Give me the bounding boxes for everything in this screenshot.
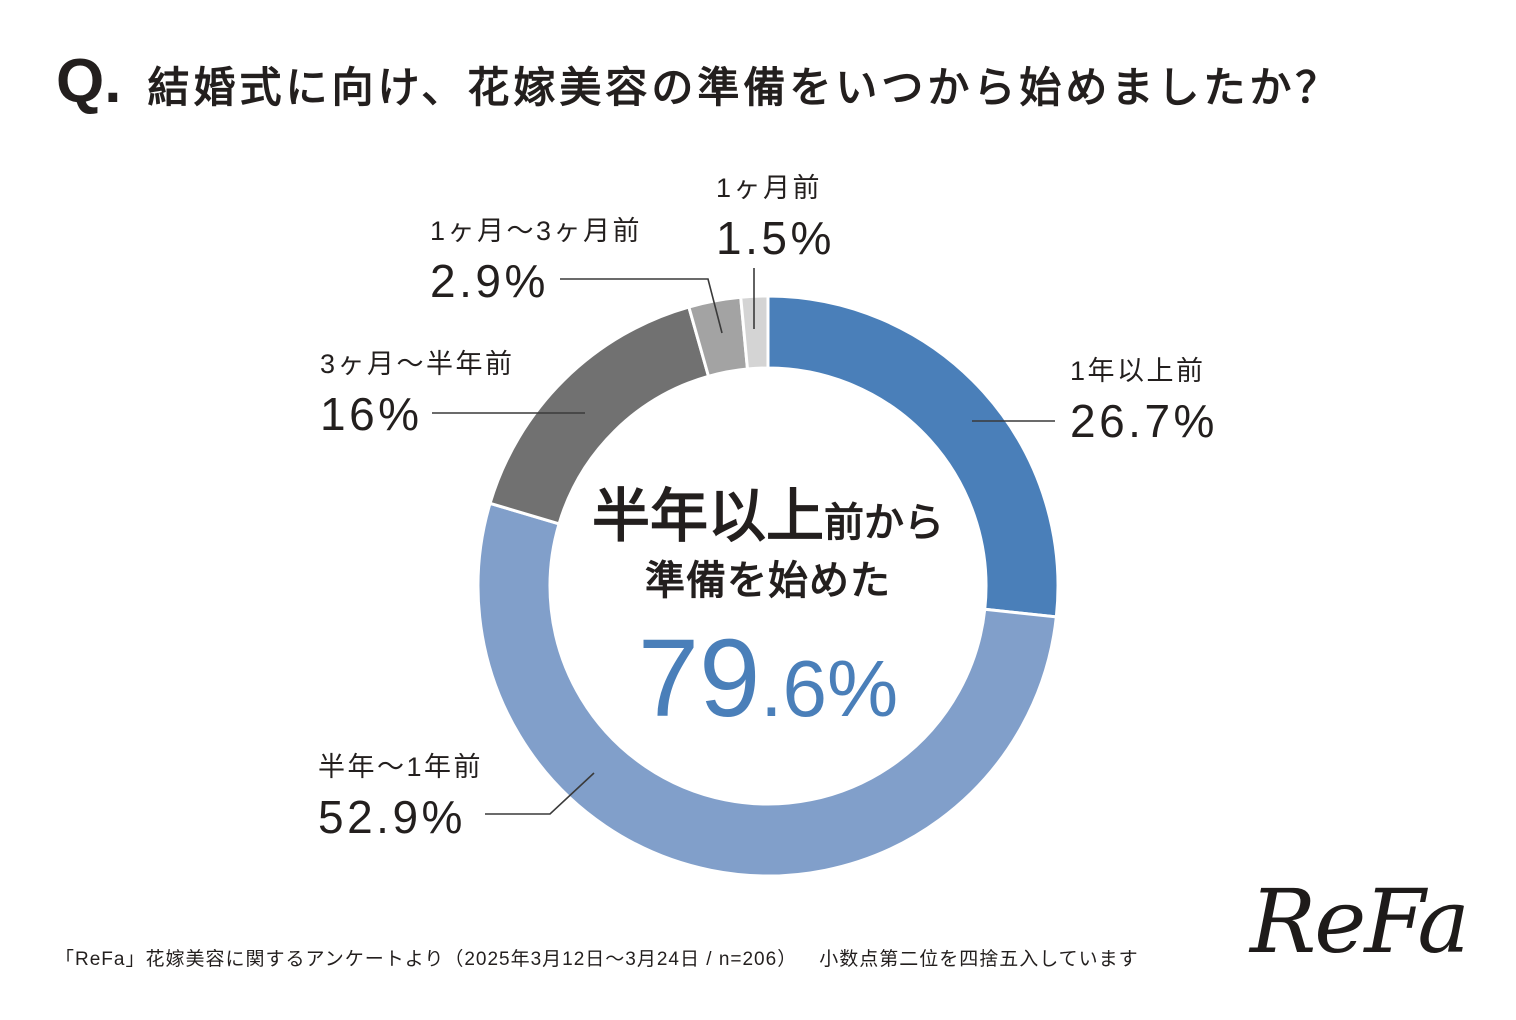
label-1-month: 1ヶ月前 1.5%: [716, 172, 835, 263]
slice-label-over-1-year: 1年以上前: [1070, 356, 1206, 386]
label-3-months-to-half-year: 3ヶ月〜半年前 16%: [320, 348, 515, 439]
slice-value-over-1-year: 26.7%: [1070, 395, 1218, 447]
slice-over-1-year: [766, 294, 1060, 619]
label-half-year-to-1-year: 半年〜1年前 52.9%: [318, 751, 483, 842]
slice-value-3-months-to-half-year: 16%: [320, 388, 423, 440]
slice-label-half-year-to-1-year: 半年〜1年前: [318, 752, 484, 782]
slice-value-1-month: 1.5%: [716, 212, 835, 264]
center-total-value-main: 79: [637, 617, 761, 740]
slice-value-1-to-3-months: 2.9%: [430, 255, 549, 307]
footer-notes: 「ReFa」花嫁美容に関するアンケートより（2025年3月12日〜3月24日 /…: [55, 947, 1139, 973]
center-total-value: 79.6%: [518, 624, 1018, 767]
label-1-to-3-months: 1ヶ月〜3ヶ月前 2.9%: [430, 215, 642, 306]
rounding-note: 小数点第二位を四捨五入しています: [819, 949, 1139, 970]
slice-1-month: [739, 294, 770, 371]
question-text: 結婚式に向け、花嫁美容の準備をいつから始めましたか？: [147, 64, 1342, 111]
slice-half-year-to-1-year: [476, 501, 1059, 878]
slice-label-1-to-3-months: 1ヶ月〜3ヶ月前: [430, 216, 643, 246]
slice-label-1-month: 1ヶ月前: [716, 173, 823, 203]
center-subline: 準備を始めた: [645, 559, 891, 603]
leader-lines: [432, 268, 1055, 815]
center-total-value-rest: .6%: [760, 644, 899, 733]
slice-label-3-months-to-half-year: 3ヶ月〜半年前: [320, 349, 515, 379]
leader-line-1-to-3-months: [560, 278, 723, 334]
refa-logo: ReFa: [1250, 870, 1470, 973]
label-over-1-year: 1年以上前 26.7%: [1070, 355, 1218, 446]
survey-source-note: 「ReFa」花嫁美容に関するアンケートより（2025年3月12日〜3月24日 /…: [55, 949, 798, 970]
center-headline-emphasis: 半年以上: [591, 484, 824, 549]
leader-line-half-year-to-1-year: [485, 772, 595, 815]
chart-title: Q. 結婚式に向け、花嫁美容の準備をいつから始めましたか？: [56, 50, 1341, 114]
question-mark-prefix: Q.: [56, 47, 122, 116]
slice-value-half-year-to-1-year: 52.9%: [318, 791, 466, 843]
center-headline-rest: 前から: [824, 501, 944, 545]
center-headline: 半年以上前から: [518, 488, 1018, 561]
donut-slices: [476, 294, 1060, 878]
